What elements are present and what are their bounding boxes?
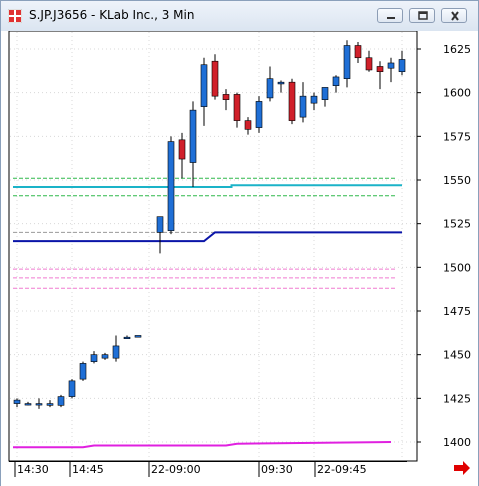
candle-body <box>24 403 32 406</box>
close-button[interactable] <box>441 8 467 23</box>
y-tick-label: 1600 <box>443 87 471 100</box>
candle-body <box>79 363 87 380</box>
y-axis: 1625 1600 1575 1550 1525 1500 1475 1450 1425 1400 <box>417 43 471 449</box>
y-tick-label: 1525 <box>443 218 471 231</box>
candle-body <box>266 78 274 99</box>
candles <box>13 40 406 409</box>
candle-body <box>178 139 186 160</box>
candle-body <box>156 216 164 233</box>
candle-body <box>112 345 120 359</box>
candle-body <box>244 120 252 130</box>
y-tick-label: 1475 <box>443 305 471 318</box>
indicator-line <box>13 441 392 449</box>
x-axis: 14:30 14:45 22-09:00 09:30 22-09:45 <box>14 461 367 477</box>
candle-body <box>387 62 395 69</box>
arrow-right-icon <box>454 461 470 475</box>
candle-body <box>310 95 318 104</box>
restore-button[interactable] <box>409 8 435 23</box>
x-tick-label: 22-09:45 <box>317 463 367 476</box>
candle-body <box>211 60 219 97</box>
candle-body <box>123 336 131 340</box>
candle-body <box>233 94 241 121</box>
candle-body <box>90 354 98 362</box>
candle-body <box>134 335 142 338</box>
y-tick-label: 1425 <box>443 392 471 405</box>
candle-body <box>68 380 76 397</box>
title-bar[interactable]: S.JP.J3656 - KLab Inc., 3 Min <box>1 1 478 31</box>
y-tick-label: 1575 <box>443 130 471 143</box>
indicator-line <box>13 231 402 243</box>
candle-body <box>222 94 230 100</box>
y-tick-label: 1450 <box>443 349 471 362</box>
candle-body <box>365 57 373 71</box>
candle-body <box>288 81 296 121</box>
candle-body <box>299 95 307 118</box>
candle-body <box>200 64 208 107</box>
restore-icon <box>418 11 428 20</box>
indicator-line <box>13 184 402 188</box>
candle-body <box>35 403 43 406</box>
candle-body <box>354 45 362 59</box>
x-tick-label: 14:30 <box>17 463 49 476</box>
candle-body <box>255 101 263 128</box>
candle-body <box>376 66 384 73</box>
candle-body <box>189 109 197 163</box>
y-tick-label: 1500 <box>443 261 471 274</box>
candle-body <box>277 81 285 85</box>
close-icon <box>451 11 459 21</box>
y-tick-label: 1550 <box>443 174 471 187</box>
candle-body <box>13 399 21 404</box>
x-tick-label: 09:30 <box>261 463 293 476</box>
window-title: S.JP.J3656 - KLab Inc., 3 Min <box>29 8 195 22</box>
indicator-lines <box>13 184 402 449</box>
x-tick-label: 14:45 <box>72 463 104 476</box>
candle-body <box>343 45 351 79</box>
minimize-button[interactable] <box>377 8 403 23</box>
candle-body <box>46 403 54 406</box>
candlestick-chart[interactable]: 1625 1600 1575 1550 1525 1500 1475 1450 1425 1400… <box>1 31 478 486</box>
x-tick-label: 22-09:00 <box>151 463 201 476</box>
app-logo-icon <box>8 9 22 23</box>
y-tick-label: 1625 <box>443 43 471 56</box>
candle-body <box>57 396 65 406</box>
scroll-right-button[interactable] <box>454 461 470 475</box>
candle-body <box>101 354 109 359</box>
plot-area <box>8 31 418 462</box>
y-tick-label: 1400 <box>443 436 471 449</box>
minimize-icon <box>387 17 395 19</box>
candle-body <box>398 59 406 73</box>
candle-body <box>321 87 329 100</box>
candle-body <box>332 76 340 86</box>
candle-body <box>167 141 175 231</box>
